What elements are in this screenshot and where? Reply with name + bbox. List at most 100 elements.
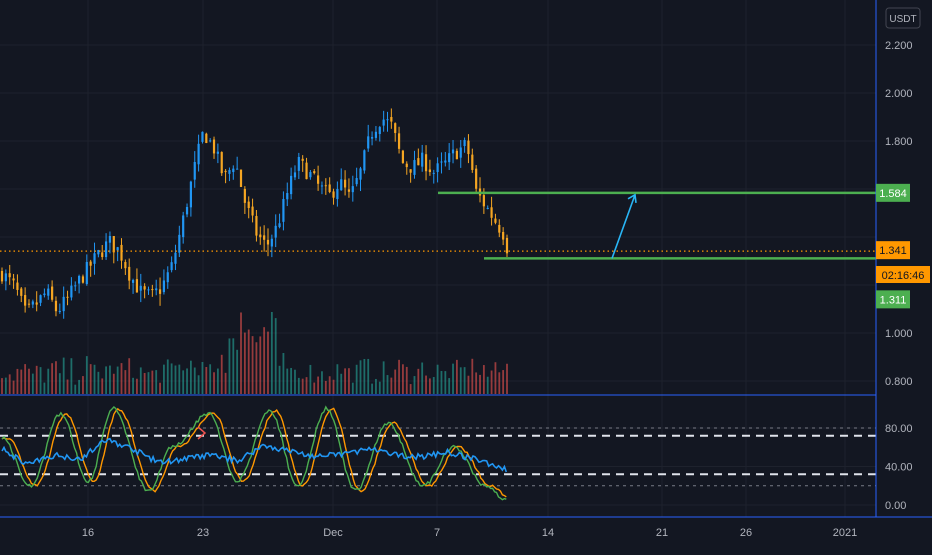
candle-body: [43, 293, 46, 296]
candle: [224, 169, 227, 184]
candle-body: [494, 218, 497, 223]
candle-body: [290, 175, 293, 195]
candle: [220, 151, 223, 176]
volume-bar: [290, 367, 293, 394]
volume-bar: [286, 368, 289, 394]
volume-bar: [189, 360, 192, 394]
volume-bar: [471, 358, 474, 394]
candle-body: [320, 185, 324, 187]
time-tick-label: 16: [82, 527, 94, 539]
candle-body: [317, 175, 320, 184]
candle: [386, 111, 389, 132]
candle-body: [185, 206, 189, 215]
volume-bar: [155, 370, 158, 394]
candle-body: [463, 140, 466, 147]
candle: [444, 151, 447, 167]
candle: [97, 249, 100, 258]
candle: [313, 169, 316, 175]
volume-bar: [355, 364, 358, 394]
volume-bar: [378, 381, 381, 394]
volume-bar: [28, 368, 30, 394]
volume-bar: [305, 377, 308, 394]
candle-body: [259, 234, 262, 238]
volume-bar: [78, 379, 80, 394]
candle-body: [0, 270, 4, 282]
candle-body: [332, 191, 335, 198]
candle-body: [251, 206, 254, 216]
volume-bar: [459, 367, 462, 394]
candle: [317, 165, 320, 191]
price-tick-label: 0.800: [885, 376, 913, 388]
candle: [378, 125, 381, 142]
candle-body: [274, 225, 277, 238]
candle: [471, 148, 474, 173]
candle: [143, 283, 146, 299]
candle: [397, 126, 401, 154]
resistance-tag-text: 1.584: [879, 188, 907, 200]
price-axis: 2.200 2.000 1.800 1.000 0.800: [885, 40, 913, 388]
candle: [370, 131, 374, 146]
candle-body: [255, 215, 258, 236]
candle: [459, 139, 462, 168]
volume-bar: [182, 370, 185, 394]
price-tick-label: 2.000: [885, 88, 913, 100]
candle-body: [209, 140, 212, 142]
volume-bar: [332, 379, 335, 394]
candle: [251, 198, 254, 223]
candle-body: [89, 261, 92, 266]
candle: [77, 274, 81, 294]
candle-body: [8, 273, 11, 278]
volume-bar: [455, 359, 458, 394]
candle-body: [228, 170, 231, 174]
currency-badge[interactable]: USDT: [885, 7, 921, 29]
candle-body: [39, 295, 42, 303]
candle: [428, 159, 432, 176]
volume-bar: [20, 369, 23, 394]
volume-bar: [62, 357, 65, 394]
candle-body: [401, 150, 405, 163]
candle-body: [147, 289, 150, 291]
candle-body: [97, 250, 100, 255]
volume-bar: [282, 352, 285, 394]
candle: [128, 258, 131, 290]
volume-bar: [421, 362, 424, 394]
candle: [255, 210, 258, 242]
candle: [201, 131, 204, 144]
candle: [232, 165, 235, 180]
candle: [351, 175, 354, 202]
candle: [236, 156, 239, 170]
candle-body: [182, 215, 185, 238]
candle: [174, 244, 177, 271]
volume-bar: [12, 380, 15, 394]
candle: [286, 182, 289, 207]
volume-bar: [85, 356, 88, 394]
candle: [436, 157, 439, 183]
candle: [20, 287, 23, 303]
rsi-line: [1, 437, 508, 473]
candle: [297, 152, 300, 180]
candle: [355, 167, 358, 187]
candle-body: [286, 193, 289, 200]
candle-body: [178, 234, 181, 253]
volume-bar: [413, 376, 416, 394]
projection-arrow[interactable]: [611, 193, 637, 259]
candle-body: [131, 280, 135, 283]
volume-bar: [301, 378, 304, 394]
candle: [12, 273, 15, 289]
candle: [151, 284, 154, 297]
candle-body: [193, 162, 196, 180]
candle: [135, 268, 139, 293]
candle: [216, 143, 219, 164]
candle: [85, 254, 88, 286]
volume-bar: [467, 375, 470, 394]
candle-body: [174, 252, 177, 264]
volume-bar: [8, 374, 11, 394]
volume-bar: [232, 338, 235, 394]
candle: [486, 205, 489, 210]
candle-body: [112, 236, 115, 253]
volume-bar: [51, 363, 54, 394]
volume-bar: [132, 377, 134, 394]
candle-body: [421, 152, 424, 167]
volume-bar: [147, 372, 150, 394]
